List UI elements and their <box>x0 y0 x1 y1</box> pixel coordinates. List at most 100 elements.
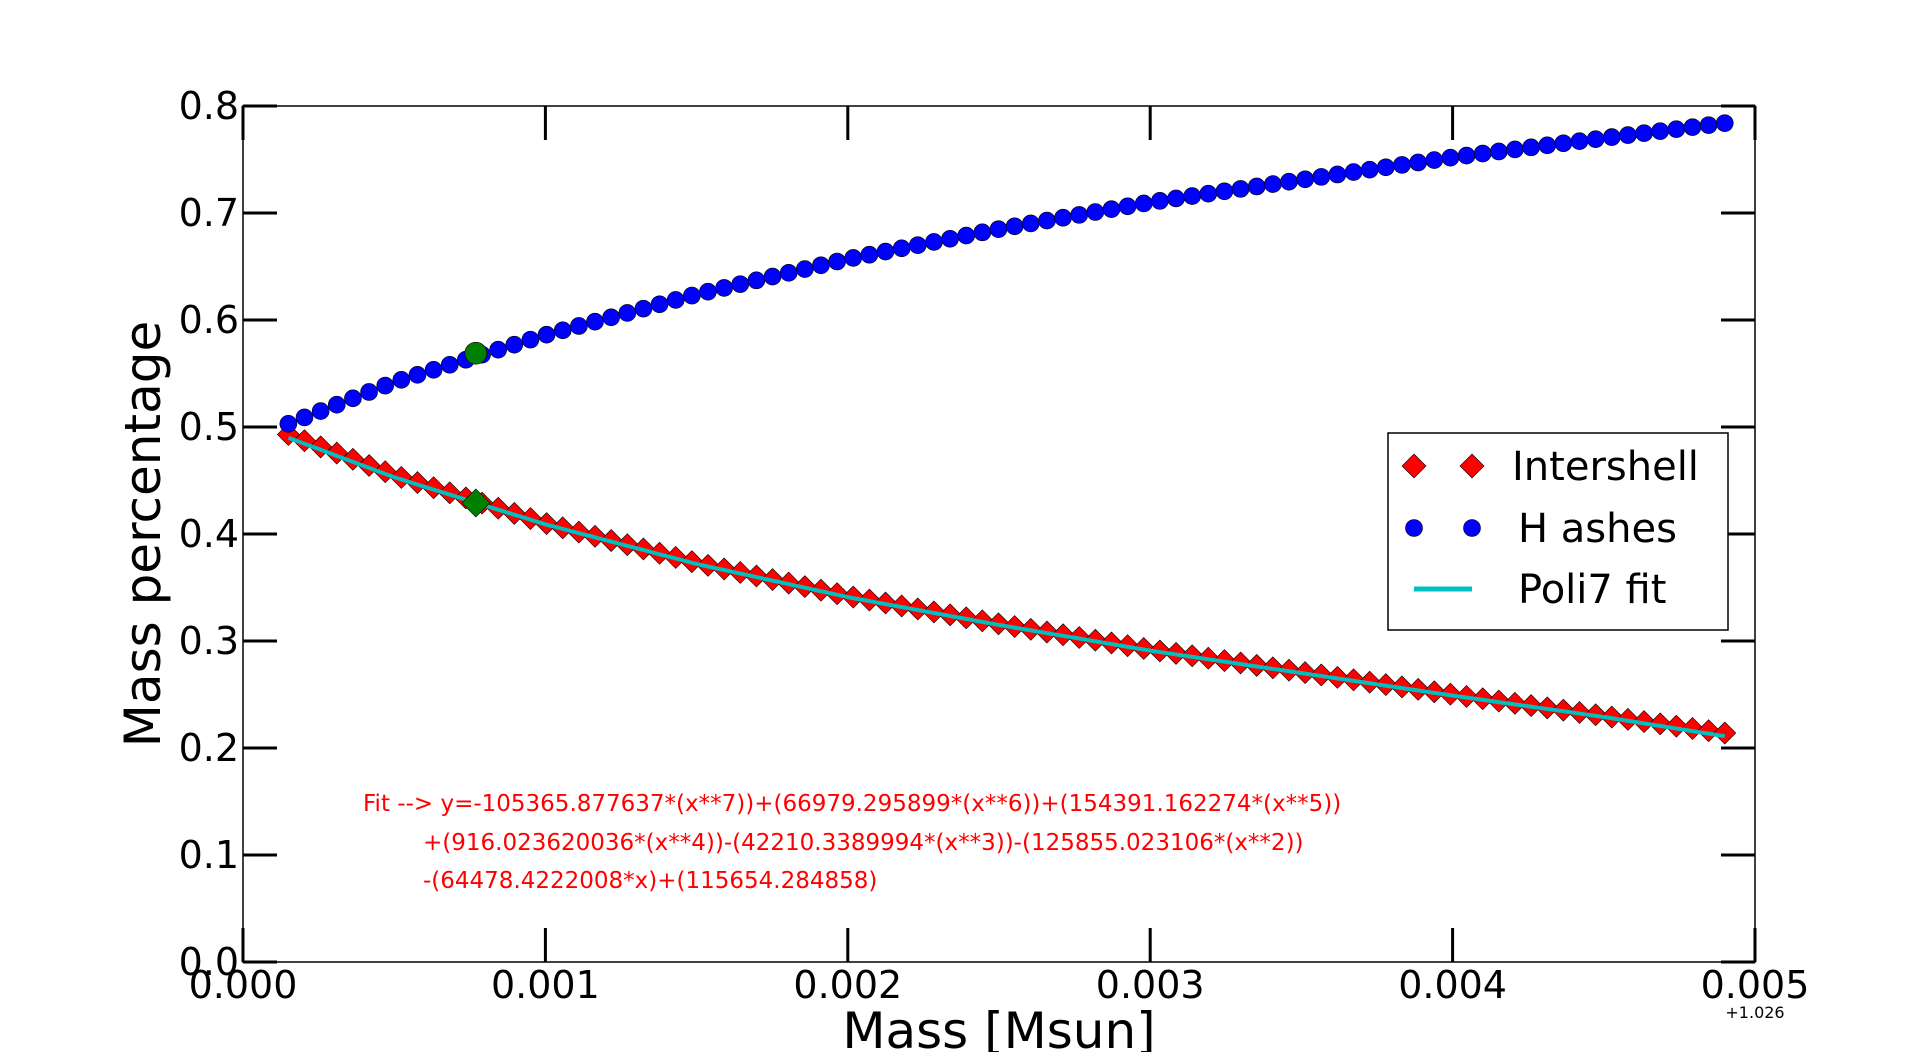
h-ashes-point <box>1602 128 1621 146</box>
h-ashes-point <box>828 252 846 271</box>
h-ashes-point <box>1490 142 1508 161</box>
x-tick-label: 0.003 <box>1096 963 1205 1007</box>
h-ashes-point <box>1102 200 1121 218</box>
h-ashes-point <box>1086 203 1105 221</box>
h-ashes-point <box>1021 214 1040 233</box>
h-ashes-point <box>1344 163 1363 181</box>
h-ashes-point <box>666 291 685 309</box>
fit-annotation-line: Fit --> y=-105365.877637*(x**7))+(66979.… <box>363 791 1341 817</box>
h-ashes-point <box>602 308 620 327</box>
h-ashes-point <box>1247 177 1266 196</box>
h-ashes-point <box>634 299 653 318</box>
legend-diamond-marker <box>1401 453 1427 479</box>
h-ashes-point <box>408 366 427 384</box>
y-tick-label: 0.0 <box>179 940 239 984</box>
h-ashes-point <box>1522 138 1540 157</box>
legend-circle-marker <box>1405 519 1423 537</box>
h-ashes-point <box>779 264 798 282</box>
h-ashes-point <box>1280 172 1298 191</box>
h-ashes-point <box>1473 144 1492 163</box>
x-tick-label: 0.000 <box>189 963 298 1007</box>
h-ashes-point <box>1199 184 1218 203</box>
plot-marks <box>276 114 1737 745</box>
h-ashes-point <box>1118 197 1137 216</box>
h-ashes-point <box>1409 153 1427 172</box>
h-ashes-point <box>1264 175 1282 193</box>
h-ashes-point <box>989 220 1008 238</box>
legend-box <box>1387 432 1729 631</box>
h-ashes-point <box>553 321 572 340</box>
h-ashes-point <box>1393 156 1411 174</box>
h-ashes-point <box>586 312 604 331</box>
x-tick-label: 0.005 <box>1701 963 1810 1007</box>
intershell-point <box>1713 721 1737 745</box>
h-ashes-point <box>618 304 637 322</box>
h-ashes-point <box>715 279 733 297</box>
h-ashes-point <box>1667 120 1686 138</box>
h-ashes-point <box>440 355 459 374</box>
h-ashes-point <box>1183 187 1201 205</box>
h-ashes-point <box>1038 211 1056 230</box>
h-ashes-point <box>1635 124 1653 142</box>
x-axis-label: Mass [Msun] <box>842 1002 1155 1052</box>
h-ashes-point <box>876 242 895 261</box>
h-ashes-point <box>537 325 556 344</box>
legend-markers <box>1401 453 1485 592</box>
h-ashes-point <box>1570 132 1589 150</box>
intershell-point <box>1648 712 1672 736</box>
h-ashes-point <box>1134 194 1153 213</box>
h-ashes-point <box>957 226 976 245</box>
h-ashes-point <box>424 360 443 379</box>
fit-annotation-line: -(64478.4222008*x)+(115654.284858) <box>423 868 877 894</box>
h-ashes-point <box>796 260 814 278</box>
x-tick-label: 0.002 <box>793 963 902 1007</box>
h-ashes-point <box>1215 182 1234 201</box>
h-ashes-point <box>925 233 943 251</box>
h-ashes-point <box>489 340 507 359</box>
h-ashes-point <box>747 271 766 290</box>
h-ashes-point <box>344 389 362 408</box>
h-ashes-point <box>1651 122 1670 140</box>
legend: Intershell H ashes Poli7 fit <box>1387 432 1729 631</box>
h-ashes-point <box>295 408 314 427</box>
h-ashes-point <box>1151 192 1169 210</box>
x-tick-label: 0.001 <box>491 963 600 1007</box>
h-ashes-point <box>1005 217 1024 236</box>
legend-entry-h-ashes: H ashes <box>1518 506 1677 552</box>
y-tick-label: 0.8 <box>179 84 239 128</box>
y-tick-label: 0.7 <box>179 191 239 235</box>
h-ashes-point <box>279 414 298 433</box>
h-ashes-point <box>521 330 540 349</box>
y-axis-label: Mass percentage <box>114 321 172 747</box>
h-ashes-point <box>973 223 992 242</box>
y-tick-label: 0.4 <box>179 512 239 556</box>
y-tick-label: 0.3 <box>179 619 239 663</box>
highlight-diamond-point <box>461 488 491 518</box>
y-tick-label: 0.2 <box>179 726 239 770</box>
h-ashes-point <box>1054 208 1072 227</box>
h-ashes-point <box>376 376 394 395</box>
h-ashes-point <box>327 395 346 414</box>
h-ashes-point <box>1699 116 1718 134</box>
legend-entry-poli7-fit: Poli7 fit <box>1518 567 1666 613</box>
y-tick-label: 0.6 <box>179 298 239 342</box>
axis-ticks <box>241 104 1757 964</box>
y-tick-label: 0.1 <box>179 833 239 877</box>
h-ashes-point <box>392 371 411 389</box>
h-ashes-point <box>1425 151 1444 169</box>
h-ashes-point <box>1715 114 1734 132</box>
fit-annotation-line: +(916.023620036*(x**4))-(42210.3389994*(… <box>423 830 1304 856</box>
h-ashes-point <box>1619 126 1637 144</box>
h-ashes-point <box>1586 130 1605 148</box>
h-ashes-point <box>1296 170 1314 189</box>
highlight-circle-point <box>464 341 488 365</box>
h-ashes-point <box>1312 168 1331 186</box>
h-ashes-point <box>1683 118 1702 136</box>
legend-diamond-marker <box>1459 453 1485 479</box>
h-ashes-point <box>1070 206 1088 224</box>
h-ashes-point <box>1441 148 1460 167</box>
h-ashes-point <box>311 402 330 420</box>
h-ashes-point <box>570 317 588 335</box>
h-ashes-point <box>1167 189 1185 208</box>
